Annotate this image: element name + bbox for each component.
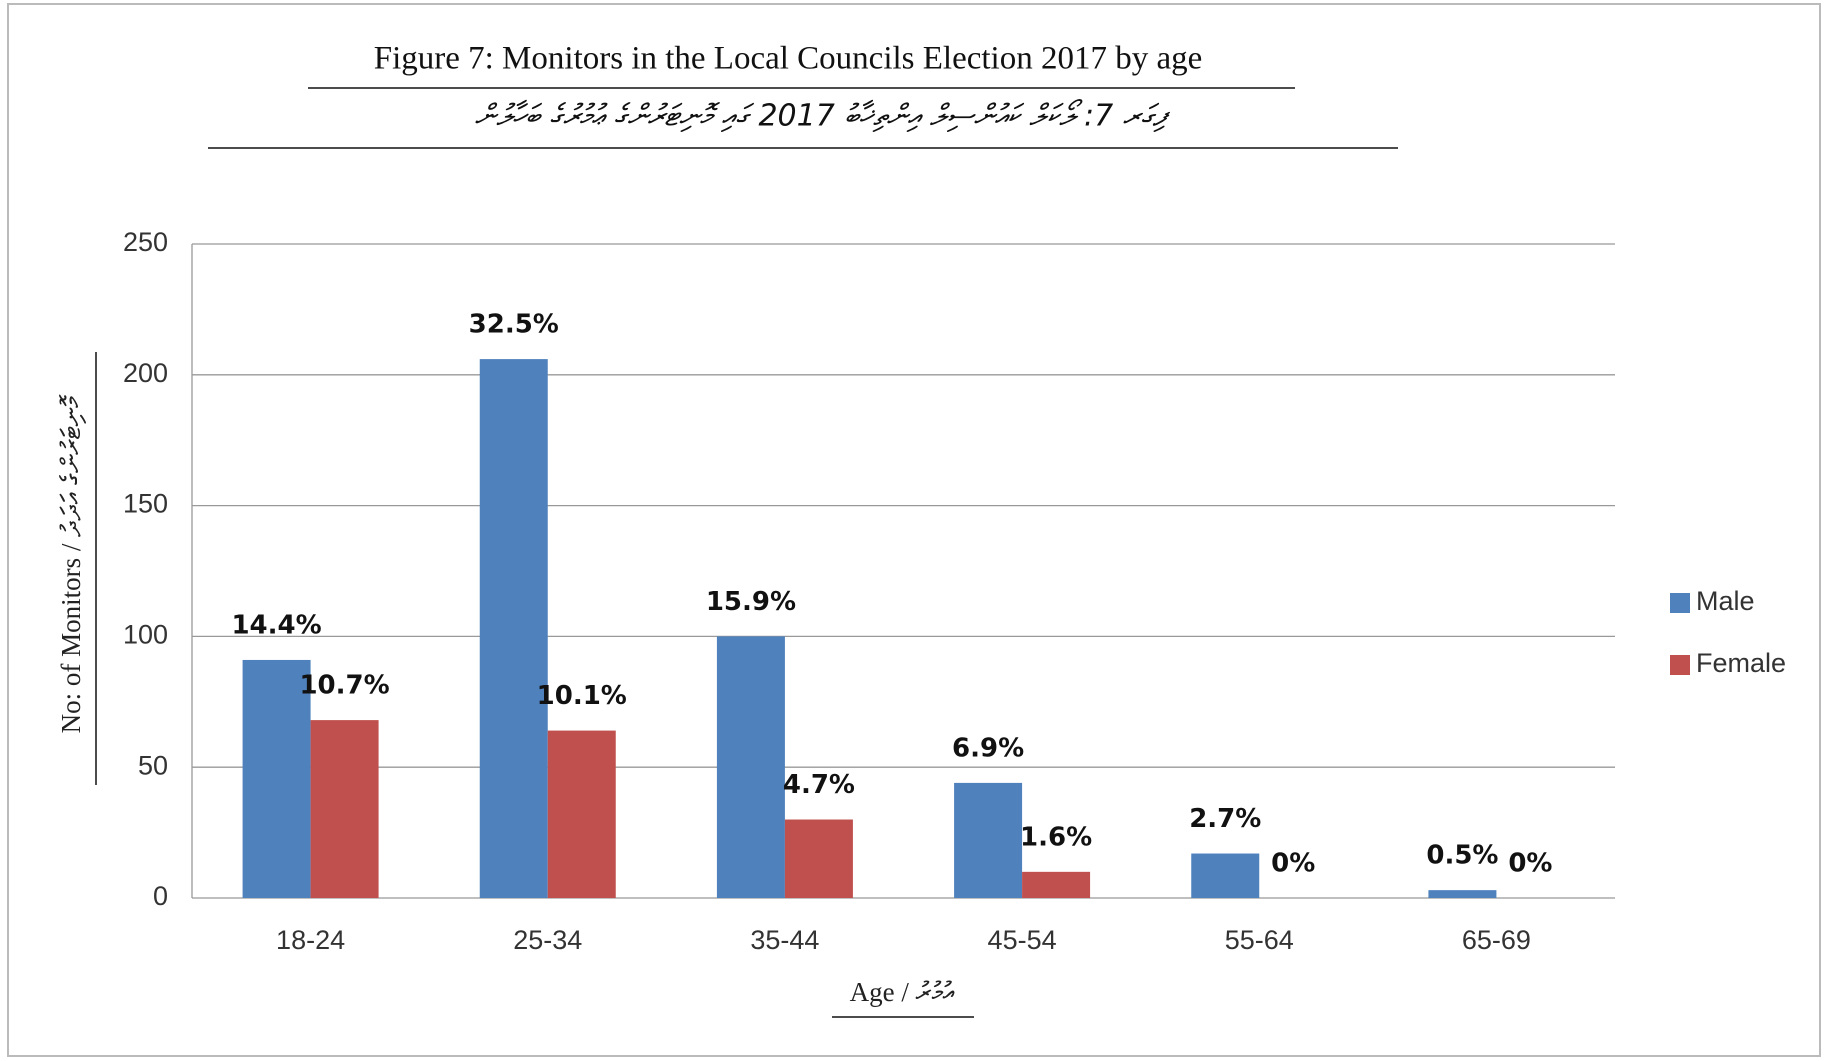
y-axis-label: No: of Monitors / މޮނިޓަރުންގެ އަދަދު <box>56 394 86 733</box>
data-label: 10.1% <box>537 681 627 711</box>
legend-label: Female <box>1696 648 1786 678</box>
bar <box>310 720 379 898</box>
x-tick-label: 65-69 <box>1462 925 1531 955</box>
bar <box>1191 853 1260 898</box>
x-tick-label: 25-34 <box>513 925 582 955</box>
bar <box>716 636 785 898</box>
y-tick-label: 100 <box>123 620 168 650</box>
frame <box>7 3 1821 1057</box>
data-label: 15.9% <box>706 587 796 617</box>
data-label: 0% <box>1271 849 1315 879</box>
data-label: 0.5% <box>1426 841 1498 871</box>
data-label: 1.6% <box>1020 822 1092 852</box>
y-tick-label: 200 <box>123 358 168 388</box>
bar <box>547 730 616 898</box>
x-tick-label: 45-54 <box>988 925 1057 955</box>
bar <box>242 659 311 898</box>
legend-swatch <box>1670 593 1690 613</box>
x-tick-label: 55-64 <box>1225 925 1294 955</box>
data-label: 4.7% <box>783 770 855 800</box>
bar <box>479 359 548 898</box>
data-label: 10.7% <box>299 671 389 701</box>
x-tick-label: 35-44 <box>750 925 819 955</box>
y-tick-label: 50 <box>138 750 168 780</box>
legend-label: Male <box>1696 586 1755 616</box>
bar <box>784 819 853 898</box>
bar <box>1022 871 1091 898</box>
y-tick-label: 0 <box>153 881 168 911</box>
x-tick-label: 18-24 <box>276 925 345 955</box>
data-label: 0% <box>1508 849 1552 879</box>
chart-title: Figure 7: Monitors in the Local Councils… <box>374 41 1203 77</box>
legend-swatch <box>1670 655 1690 675</box>
data-label: 2.7% <box>1189 804 1261 834</box>
y-tick-label: 150 <box>123 489 168 519</box>
data-label: 32.5% <box>469 310 559 340</box>
data-label: 14.4% <box>231 610 321 640</box>
y-tick-label: 250 <box>123 227 168 257</box>
chart-subtitle: ފިގަރ 7: ލޯކަލް ކައުންސިލް އިންތިޚާބު 20… <box>475 99 1171 134</box>
x-axis-label: Age / އުމުރު <box>850 977 955 1007</box>
data-label: 6.9% <box>952 733 1024 763</box>
bar <box>954 782 1023 898</box>
bar <box>1428 890 1497 898</box>
